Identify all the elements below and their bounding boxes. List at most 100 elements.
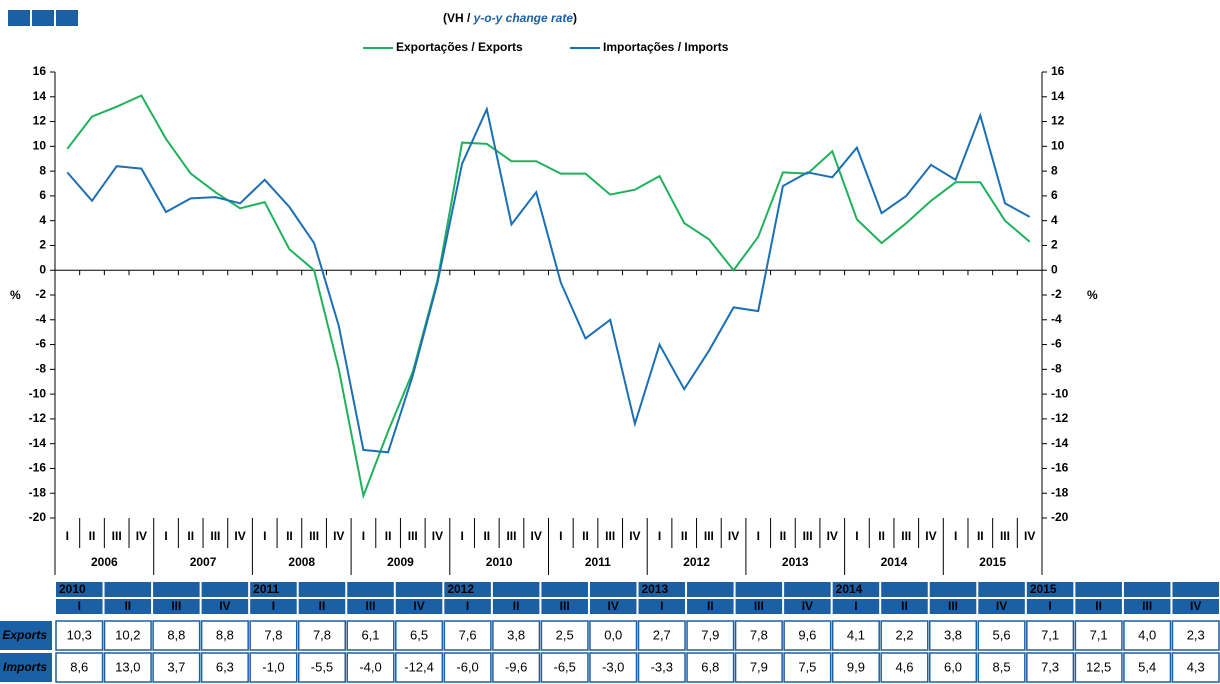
table-value: 9,6 — [798, 627, 816, 642]
series-line — [66, 106, 1031, 454]
y2-tick-label: -2 — [1051, 287, 1062, 301]
table-year-cell — [104, 582, 152, 597]
table-cell — [929, 652, 978, 683]
table-year-cell — [56, 582, 103, 597]
x-tick-label: III — [605, 529, 615, 543]
table-cell — [1026, 620, 1075, 651]
table-cell — [589, 620, 638, 651]
table-year-cell — [687, 582, 734, 597]
table-value: 7,6 — [459, 627, 477, 642]
table-quarter: IV — [413, 599, 424, 613]
table-value: 4,6 — [895, 659, 913, 674]
table-cell — [1074, 620, 1123, 651]
y2-tick-label: -12 — [1051, 411, 1069, 425]
logo-block — [56, 10, 78, 26]
y-tick-label: -16 — [29, 461, 47, 475]
table-quarter: II — [901, 599, 908, 613]
table-quarter-cell — [1026, 599, 1074, 614]
x-tick-label: II — [780, 529, 787, 543]
table-year-cell — [1172, 582, 1219, 597]
y-tick-label: 2 — [39, 238, 46, 252]
table-year-cell — [1075, 582, 1122, 597]
table-quarter: IV — [608, 599, 619, 613]
table-year: 2011 — [253, 582, 279, 596]
table-value: 10,2 — [115, 627, 140, 642]
legend-label: Exportações / Exports — [396, 40, 523, 54]
table-quarter-cell — [201, 599, 249, 614]
table-cell — [152, 620, 201, 651]
table-value: 3,8 — [944, 627, 962, 642]
x-tick-label: IV — [530, 529, 541, 543]
table-year-cell — [1123, 582, 1171, 597]
x-tick-label: IV — [728, 529, 739, 543]
title-part: (VH / — [443, 11, 474, 25]
table-quarter-cell — [153, 599, 200, 614]
x-tick-label: III — [506, 529, 516, 543]
table-value: 8,5 — [993, 659, 1011, 674]
table-value: 7,1 — [1041, 627, 1059, 642]
x-tick-label: II — [582, 529, 589, 543]
table-year-cell — [638, 582, 686, 597]
table-value: -3,3 — [651, 659, 673, 674]
table-value: 4,3 — [1187, 659, 1205, 674]
table-value: 7,9 — [701, 627, 719, 642]
table-year-cell — [492, 582, 540, 597]
table-cell — [1171, 652, 1220, 683]
y-tick-label: 14 — [33, 89, 47, 103]
table-cell — [55, 652, 104, 683]
table-row-label: Exports — [2, 628, 47, 642]
y2-tick-label: 14 — [1051, 89, 1065, 103]
y-tick-label: 12 — [33, 114, 47, 128]
x-tick-label: IV — [136, 529, 147, 543]
table-cell — [880, 652, 929, 683]
x-group-label: 2013 — [782, 555, 809, 569]
x-tick-label: I — [66, 529, 69, 543]
table-quarter-cell — [638, 599, 686, 614]
table-cell — [346, 652, 395, 683]
y-tick-label: -18 — [29, 485, 47, 499]
table-cell — [977, 652, 1026, 683]
x-tick-label: III — [901, 529, 911, 543]
table-quarter: II — [319, 599, 326, 613]
y2-tick-label: -10 — [1051, 386, 1069, 400]
table-year: 2014 — [836, 582, 863, 596]
table-quarter: IV — [219, 599, 230, 613]
table-quarter-cell — [1172, 599, 1219, 614]
table-quarter: III — [1142, 599, 1152, 613]
chart-title: (VH / y-o-y change rate) — [443, 11, 577, 25]
logo-block — [8, 10, 30, 26]
x-tick-label: IV — [432, 529, 443, 543]
table-value: 6,1 — [361, 627, 379, 642]
table-value: 2,2 — [895, 627, 913, 642]
x-group-label: 2007 — [190, 555, 217, 569]
table-value: 6,0 — [944, 659, 962, 674]
table-value: 13,0 — [115, 659, 140, 674]
y2-tick-label: 2 — [1051, 238, 1058, 252]
table-year: 2010 — [59, 582, 86, 596]
x-tick-label: I — [460, 529, 463, 543]
table-quarter: III — [366, 599, 376, 613]
table-quarter: IV — [1190, 599, 1201, 613]
table-cell — [1171, 620, 1220, 651]
series-line — [66, 94, 1031, 500]
table-cell — [831, 620, 880, 651]
table-year-cell — [250, 582, 297, 597]
table-year-cell — [347, 582, 394, 597]
table-value: 0,0 — [604, 627, 622, 642]
x-tick-label: III — [1000, 529, 1010, 543]
y2-tick-label: -14 — [1051, 436, 1069, 450]
x-tick-label: IV — [925, 529, 936, 543]
table-cell — [492, 652, 541, 683]
table-quarter-cell — [298, 599, 346, 614]
table-quarter: I — [78, 599, 81, 613]
table-cell — [395, 652, 444, 683]
table-cell — [977, 620, 1026, 651]
y2-tick-label: -18 — [1051, 485, 1069, 499]
table-quarter: II — [1095, 599, 1102, 613]
y-tick-label: -4 — [35, 312, 46, 326]
table-value: -3,0 — [602, 659, 624, 674]
legend-label: Importações / Imports — [603, 40, 729, 54]
table-cell — [200, 620, 249, 651]
y2-tick-label: 6 — [1051, 188, 1058, 202]
